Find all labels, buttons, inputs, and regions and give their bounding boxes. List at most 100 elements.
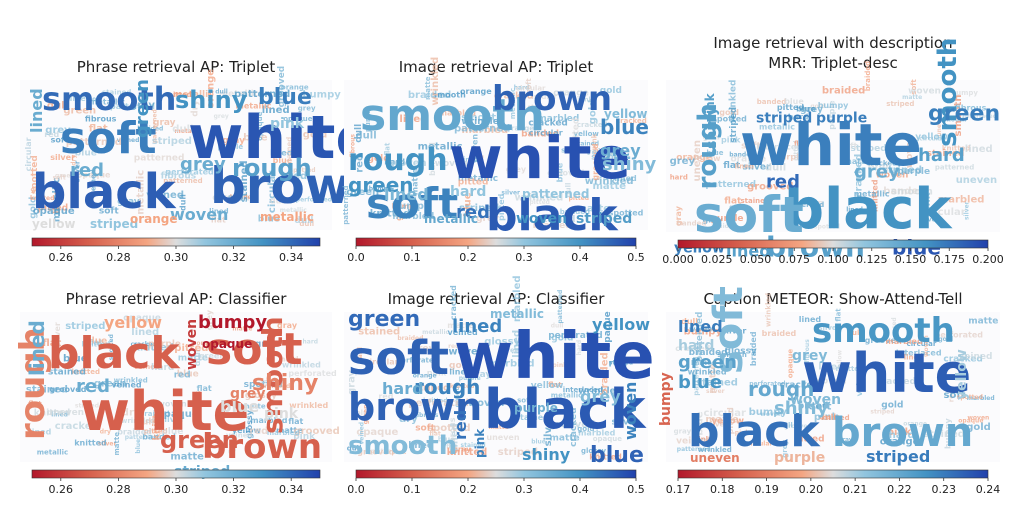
filler-word: wrinkled [261, 383, 290, 390]
filler-word: bumpy [818, 101, 849, 110]
filler-word: flat [835, 308, 843, 322]
filler-word: wrinkled [121, 417, 155, 425]
colorbar-tick-label: 0.0 [347, 251, 365, 264]
filler-word: gray [130, 100, 156, 111]
filler-word: banded [677, 220, 707, 228]
filler-word: pitted [798, 402, 829, 412]
filler-word: grooved [591, 143, 600, 180]
filler-word: gold [966, 422, 991, 433]
filler-word: grooved [277, 66, 287, 108]
filler-word: hard [670, 174, 688, 182]
filler-word: green [63, 106, 96, 117]
filler-word: opaque [157, 409, 199, 420]
word-smooth: smooth [360, 90, 545, 141]
filler-word: grey [670, 156, 696, 167]
filler-word: hard [357, 347, 364, 363]
filler-word: dry [191, 100, 201, 117]
filler-word: matte [424, 76, 432, 100]
filler-word: matte [902, 94, 922, 101]
filler-word: gray [347, 369, 358, 395]
filler-word: lined [614, 174, 637, 183]
filler-word: circular [907, 340, 937, 348]
filler-word: soft [944, 390, 966, 401]
filler-word: patterned [125, 434, 159, 441]
filler-word: matte [593, 181, 627, 192]
filler-word: striped [729, 107, 739, 143]
filler-word: metallic [89, 98, 125, 107]
filler-word: marbled [938, 194, 985, 205]
filler-word: circular [923, 207, 966, 218]
filler-word: braided [600, 352, 611, 395]
wordcloud-svg: dullwovengreybumpymetallicbandedlinedpit… [342, 57, 657, 264]
filler-word: grey [228, 194, 243, 201]
filler-word: gray [153, 118, 176, 128]
filler-word: dull [193, 349, 202, 366]
filler-word: silver [818, 324, 840, 332]
filler-word: marbled [537, 114, 579, 124]
filler-word: red [249, 426, 268, 437]
filler-word: flat [89, 124, 108, 135]
filler-word: dry [399, 414, 418, 425]
filler-word: striped [152, 136, 192, 147]
filler-word: braided [408, 90, 451, 101]
filler-word: grey [476, 214, 499, 224]
filler-word: gold [368, 154, 390, 164]
filler-word: smooth [953, 94, 964, 136]
colorbar-tick-label: 0.150 [895, 253, 927, 266]
filler-word: pitted [530, 199, 550, 206]
filler-word: gold [551, 334, 573, 344]
filler-word: knitted [821, 414, 850, 422]
filler-word: orange [903, 421, 927, 428]
filler-word: interlaced [563, 386, 603, 394]
filler-word: patterned [342, 185, 350, 224]
filler-word: stained [102, 89, 131, 97]
filler-word: striped [609, 360, 633, 367]
word-blue: blue [220, 397, 259, 416]
wordcloud-background [20, 312, 332, 462]
filler-word: circular [267, 171, 278, 214]
filler-word: blue [85, 337, 107, 347]
word-brown: brown [492, 79, 612, 119]
filler-word: cracked [528, 119, 567, 129]
colorbar-tick-label: 0.24 [976, 483, 1001, 496]
filler-word: silver [722, 327, 747, 336]
word-rough: rough [748, 377, 814, 401]
word-hard: hard [918, 145, 965, 166]
filler-word: striped [498, 447, 538, 458]
filler-word: metallic [37, 449, 68, 457]
filler-word: perforated [935, 331, 984, 340]
filler-word: uneven [936, 112, 943, 137]
filler-words: bluebraidedmetallicdullmetallicperforate… [24, 66, 341, 228]
filler-word: grooved [294, 426, 340, 437]
filler-word: patterned [935, 164, 974, 172]
main-words: whiteblacksoftbrownsmoothgreenblueroughl… [348, 307, 655, 468]
filler-word: circular [365, 358, 399, 367]
word-striped: striped [90, 217, 138, 231]
filler-word: veined [676, 437, 710, 447]
filler-word: spotted [290, 167, 316, 174]
word-rough: rough [693, 103, 723, 189]
word-lined: lined [25, 320, 49, 376]
filler-word: grooved [549, 420, 595, 431]
filler-word: dull [356, 131, 377, 142]
filler-word: metallic [175, 128, 202, 135]
filler-word: banded [142, 433, 176, 442]
filler-word: flat [288, 417, 303, 426]
filler-word: silver [74, 160, 82, 182]
word-yellow: yellow [32, 217, 76, 231]
filler-word: stained [741, 197, 770, 205]
filler-word: glossy [245, 409, 254, 438]
filler-word: green [729, 204, 749, 211]
filler-word: grooved [747, 182, 793, 193]
filler-word: wrinkled [515, 193, 564, 204]
word-green: green [160, 426, 239, 454]
filler-word: wrinkled [765, 293, 773, 327]
filler-word: purple [148, 340, 181, 350]
word-woven: woven [621, 382, 640, 440]
colorbar-tick-label: 0.5 [627, 251, 645, 264]
filler-word: marbled [250, 416, 288, 425]
colorbar-tick-label: 0.17 [666, 483, 691, 496]
filler-word: woven [923, 335, 930, 357]
filler-word: cracked [943, 354, 982, 364]
filler-word: veined [146, 190, 184, 201]
